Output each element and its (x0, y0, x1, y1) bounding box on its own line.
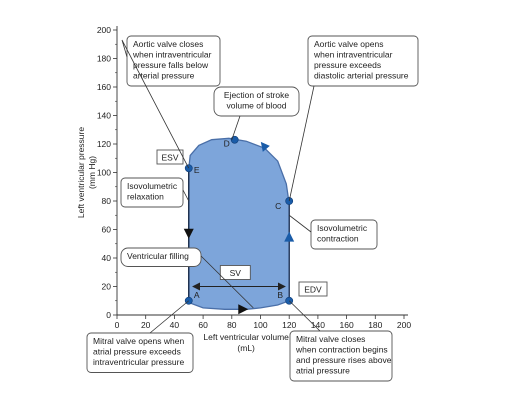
y-tick-label: 200 (97, 25, 111, 35)
callout-text-mitral-opens: Mitral valve opens when atrial pressure e… (93, 336, 184, 367)
leader-mitral-closes (288, 300, 321, 332)
y-tick-label: 60 (102, 225, 112, 235)
y-axis-title: Left ventricular pressure(mm Hg) (76, 127, 97, 218)
y-tick-label: 160 (97, 82, 111, 92)
point-label-b: B (277, 290, 283, 300)
callout-line: atrial pressure exceeds (93, 347, 181, 357)
callout-line: and pressure rises above (296, 355, 392, 365)
y-tick-label: 120 (97, 139, 111, 149)
x-tick-label: 60 (198, 320, 208, 330)
callout-box-iso-relax (120, 177, 184, 208)
y-tick-label: 140 (97, 111, 111, 121)
callout-line: Ejection of stroke (224, 90, 289, 100)
leader-aortic-opens (288, 85, 315, 202)
callout-line: relaxation (127, 192, 164, 202)
callout-text-filling: Ventricular filling (127, 251, 189, 261)
callout-line: Ventricular filling (127, 251, 189, 261)
y-axis-title-line: Left ventricular pressure (76, 127, 86, 218)
x-tick-label: 100 (253, 320, 267, 330)
point-label-e: E (194, 165, 200, 175)
callout-line: Aortic valve closes (133, 39, 203, 49)
sv-label-box (219, 265, 251, 280)
pv-loop-area (188, 137, 290, 310)
leader-aortic-closes (121, 39, 190, 169)
point-d (230, 135, 239, 144)
callout-line: Aortic valve opens (314, 39, 383, 49)
ejection-direction-arrow (260, 141, 270, 152)
contraction-direction-arrow (284, 231, 295, 242)
esv-label: ESV (161, 153, 178, 163)
x-tick-label: 20 (141, 320, 151, 330)
callout-line: volume of blood (226, 101, 286, 111)
x-tick-label: 120 (282, 320, 296, 330)
edv-label: EDV (304, 285, 322, 295)
x-tick-label: 40 (170, 320, 180, 330)
callout-line: diastolic arterial pressure (314, 71, 409, 81)
leader-ejection (231, 115, 241, 140)
callout-box-filling (120, 247, 202, 267)
y-tick-label: 40 (102, 253, 112, 263)
callout-text-ejection: Ejection of stroke volume of blood (224, 90, 289, 111)
callout-box-mitral-closes (289, 330, 393, 382)
callout-line: Mitral valve closes (296, 334, 365, 344)
callout-box-iso-contract (310, 219, 378, 250)
y-tick-label: 100 (97, 168, 111, 178)
leader-iso-relax (182, 189, 190, 202)
y-tick-label: 20 (102, 282, 112, 292)
callout-line: Isovolumetric (127, 181, 178, 191)
callout-text-aortic-closes: Aortic valve closes when intraventricular… (132, 39, 212, 81)
point-label-d: D (224, 139, 230, 149)
callout-line: atrial pressure (296, 366, 350, 376)
x-tick-label: 200 (397, 320, 411, 330)
x-tick-label: 80 (227, 320, 237, 330)
y-tick-label: 80 (102, 196, 112, 206)
callout-line: when contraction begins (295, 345, 388, 355)
callout-text-mitral-closes: Mitral valve closes when contraction begi… (295, 334, 392, 376)
callout-line: when intraventricular (313, 50, 393, 60)
point-label-c: C (275, 201, 281, 211)
callout-line: pressure falls below (133, 60, 209, 70)
callout-text-iso-contract: Isovolumetric contraction (317, 223, 368, 244)
callout-line: arterial pressure (133, 71, 195, 81)
filling-direction-arrow (238, 304, 249, 315)
callout-text-aortic-opens: Aortic valve opens when intraventricular p… (313, 39, 409, 81)
leader-iso-contract (288, 214, 312, 233)
callout-box-aortic-closes (126, 35, 221, 87)
callout-line: when intraventricular (132, 50, 212, 60)
leader-mitral-opens (149, 300, 190, 334)
callout-line: Mitral valve opens when (93, 336, 184, 346)
x-axis-title: Left ventricular volume (mL) (203, 332, 289, 353)
y-axis-title-line: (mm Hg) (87, 156, 97, 189)
callout-line: intraventricular pressure (93, 357, 184, 367)
x-axis-title-line: Left ventricular volume (203, 332, 289, 342)
callout-line: contraction (317, 234, 359, 244)
x-tick-label: 140 (311, 320, 325, 330)
x-tick-label: 0 (115, 320, 120, 330)
x-tick-label: 160 (340, 320, 354, 330)
sv-label: SV (230, 268, 242, 278)
callout-line: pressure exceeds (314, 60, 381, 70)
leader-filling (200, 255, 254, 309)
callout-text-iso-relax: Isovolumetric relaxation (127, 181, 178, 202)
x-axis-title-line: (mL) (237, 343, 255, 353)
x-tick-label: 180 (368, 320, 382, 330)
callout-box-aortic-opens (307, 35, 419, 87)
relaxation-direction-arrow (183, 228, 194, 239)
callouts: Aortic valve closes when intraventricular… (86, 35, 419, 382)
edv-label-box (298, 281, 328, 297)
callout-box-mitral-opens (86, 332, 194, 373)
pv-loop: SV A B C D E ESV EDV (156, 135, 328, 315)
y-tick-label: 0 (106, 310, 111, 320)
axes: 0 20 40 60 80 100 120 140 160 180 200 0 20 40 60 80 100 1… (76, 25, 411, 353)
point-label-a: A (194, 290, 200, 300)
y-tick-label: 180 (97, 54, 111, 64)
callout-box-ejection (213, 86, 300, 117)
callout-line: Isovolumetric (317, 223, 368, 233)
